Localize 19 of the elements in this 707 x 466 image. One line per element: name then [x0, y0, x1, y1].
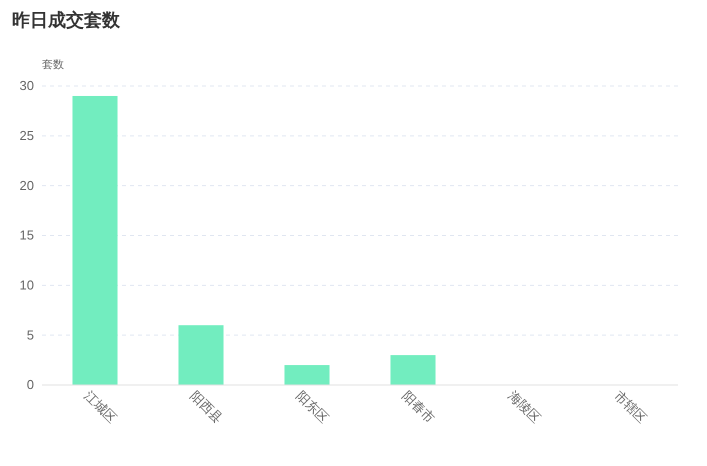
x-tick-label: 阳西县	[188, 388, 226, 426]
bar	[178, 325, 224, 385]
chart-title: 昨日成交套数	[12, 10, 121, 31]
y-tick-label: 20	[20, 178, 34, 193]
y-axis-title: 套数	[42, 58, 64, 71]
y-tick-label: 25	[20, 128, 34, 143]
y-tick-label: 0	[26, 377, 34, 392]
bar	[390, 355, 436, 385]
x-tick-label: 江城区	[82, 388, 120, 426]
y-tick-label: 10	[20, 277, 34, 292]
x-tick-label: 海陵区	[506, 388, 544, 426]
x-tick-label: 阳春市	[400, 388, 438, 426]
x-tick-label: 阳东区	[294, 388, 332, 426]
x-tick-label: 市辖区	[612, 388, 650, 426]
bar	[284, 365, 330, 385]
y-tick-label: 15	[20, 228, 34, 243]
y-tick-label: 30	[20, 78, 34, 94]
bar	[72, 96, 118, 385]
y-tick-label: 5	[26, 327, 34, 342]
